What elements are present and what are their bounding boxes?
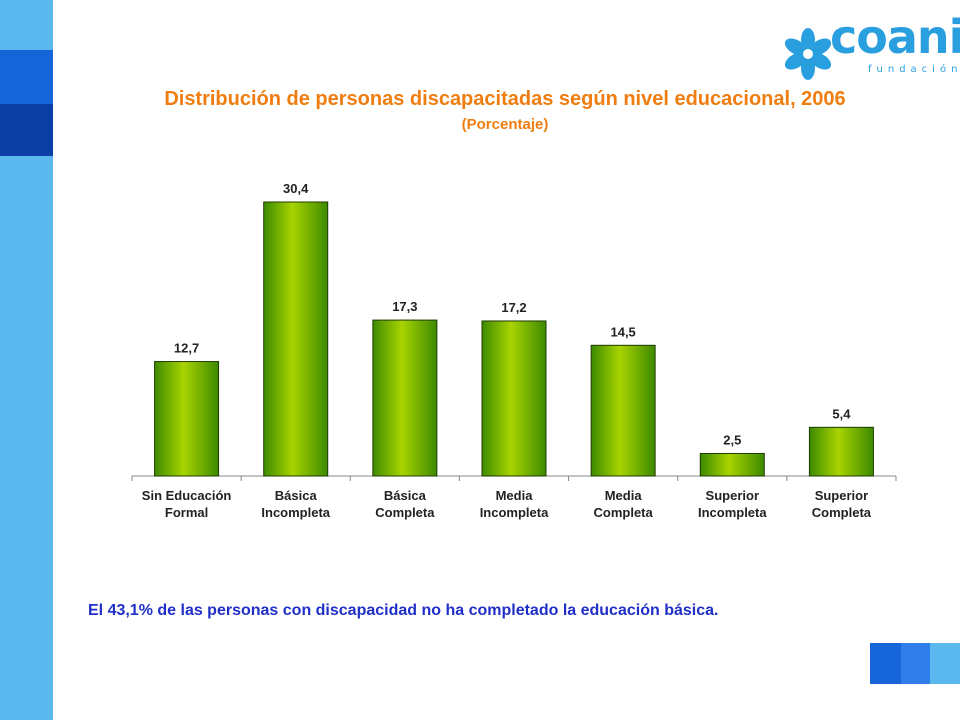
sidebar-block-light <box>0 0 53 50</box>
category-label: Superior <box>815 488 868 503</box>
corner-block-light <box>930 643 960 684</box>
category-label: Media <box>605 488 643 503</box>
data-label: 17,2 <box>501 300 526 315</box>
chart-title: Distribución de personas discapacitadas … <box>164 88 846 110</box>
category-label: Completa <box>375 505 435 520</box>
category-label: Incompleta <box>480 505 549 520</box>
category-label: Superior <box>706 488 759 503</box>
bar <box>154 361 220 477</box>
category-label: Básica <box>275 488 318 503</box>
data-label: 30,4 <box>283 181 309 196</box>
data-label: 2,5 <box>723 432 741 447</box>
bar <box>808 426 874 477</box>
corner-block-medium <box>901 643 930 684</box>
flower-icon <box>784 28 832 80</box>
data-label: 17,3 <box>392 299 417 314</box>
data-label: 5,4 <box>832 406 851 421</box>
sidebar-block-medium <box>0 50 53 104</box>
logo-subtitle: fundación <box>868 64 960 75</box>
logo-wordmark: coanil <box>830 10 960 64</box>
category-label: Completa <box>812 505 872 520</box>
bar <box>481 320 547 477</box>
category-label: Básica <box>384 488 427 503</box>
bar <box>699 452 765 477</box>
category-label: Formal <box>165 505 208 520</box>
bar <box>372 319 438 477</box>
category-label: Media <box>496 488 534 503</box>
bar <box>590 344 656 477</box>
data-label: 14,5 <box>610 324 635 339</box>
data-label: 12,7 <box>174 341 199 356</box>
category-label: Incompleta <box>698 505 767 520</box>
footer-note: El 43,1% de las personas con discapacida… <box>88 602 719 619</box>
bar <box>263 201 329 477</box>
sidebar-block-dark <box>0 104 53 156</box>
chart-subtitle: (Porcentaje) <box>461 116 549 133</box>
corner-block-dark <box>870 643 901 684</box>
coanil-logo: coanil fundación <box>780 10 960 80</box>
category-label: Sin Educación <box>142 488 232 503</box>
category-label: Completa <box>594 505 654 520</box>
category-label: Incompleta <box>261 505 330 520</box>
